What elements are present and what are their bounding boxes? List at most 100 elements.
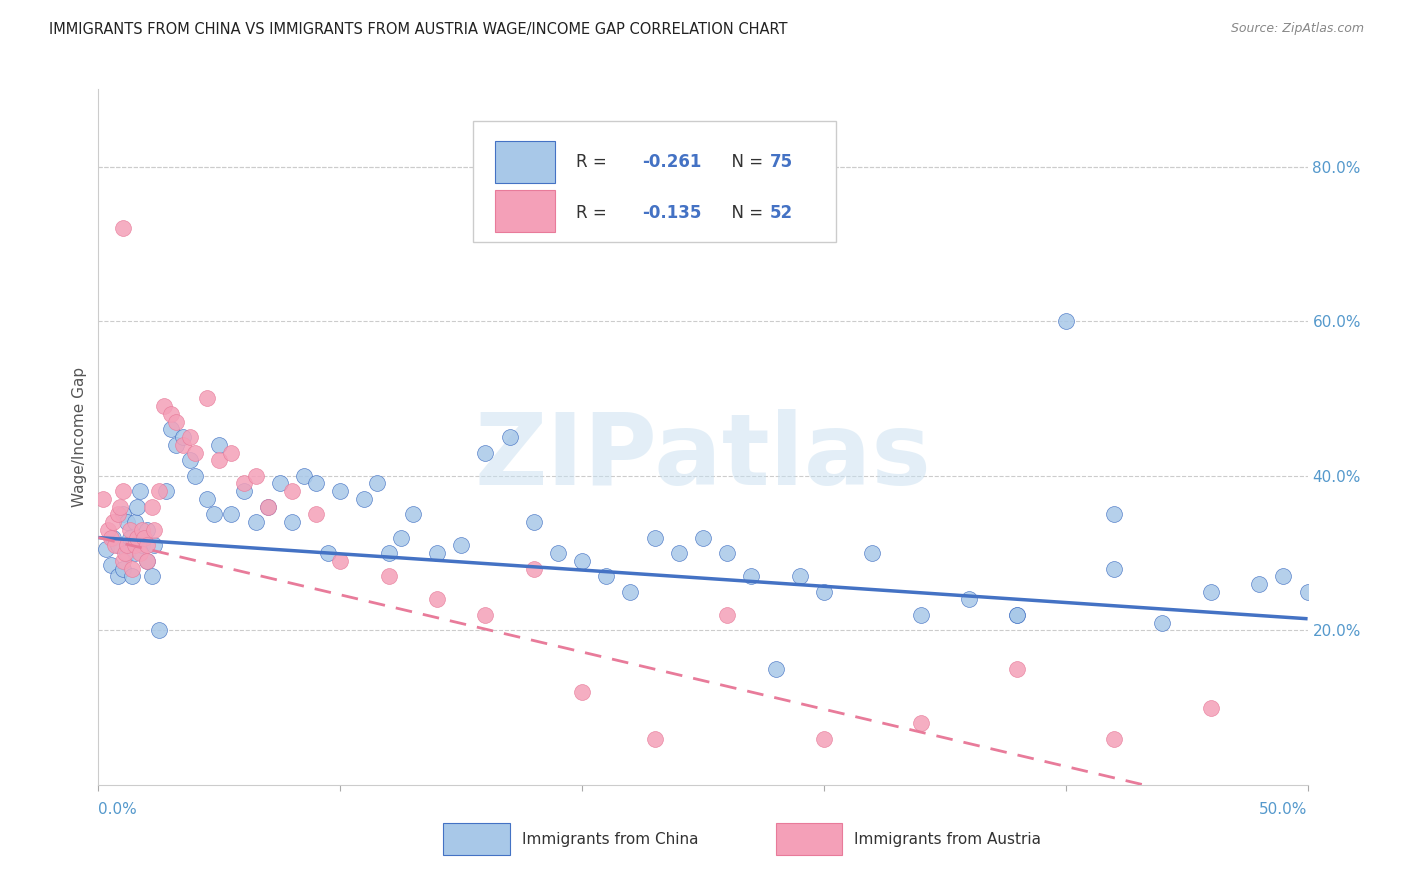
Point bbox=[1152, 615, 1174, 630]
Point bbox=[221, 445, 243, 459]
Text: -0.135: -0.135 bbox=[643, 204, 702, 222]
Point bbox=[135, 523, 157, 537]
Point bbox=[1102, 508, 1125, 522]
Point bbox=[179, 430, 201, 444]
Point bbox=[329, 484, 352, 499]
Text: 50.0%: 50.0% bbox=[1260, 803, 1308, 817]
Point bbox=[389, 531, 412, 545]
Point bbox=[1007, 662, 1029, 676]
Point bbox=[316, 546, 339, 560]
Point bbox=[1102, 561, 1125, 575]
Point bbox=[221, 508, 243, 522]
Point bbox=[305, 476, 328, 491]
Point bbox=[377, 569, 399, 583]
Point bbox=[101, 515, 124, 529]
Point bbox=[644, 531, 666, 545]
Point bbox=[450, 538, 472, 552]
Point bbox=[740, 569, 762, 583]
Point bbox=[131, 523, 153, 537]
Text: -0.261: -0.261 bbox=[643, 153, 702, 171]
Point bbox=[160, 422, 183, 436]
Text: N =: N = bbox=[721, 204, 769, 222]
Point bbox=[118, 531, 141, 545]
Point bbox=[813, 731, 835, 746]
Point bbox=[111, 221, 134, 235]
Point bbox=[195, 491, 218, 506]
Point bbox=[474, 607, 496, 622]
Point bbox=[402, 508, 425, 522]
Point bbox=[179, 453, 201, 467]
Point bbox=[101, 531, 124, 545]
Point bbox=[111, 554, 134, 568]
Point bbox=[94, 542, 117, 557]
Point bbox=[619, 584, 641, 599]
Point bbox=[117, 546, 139, 560]
Point bbox=[97, 523, 120, 537]
Point bbox=[1102, 731, 1125, 746]
Y-axis label: Wage/Income Gap: Wage/Income Gap bbox=[72, 367, 87, 508]
Point bbox=[107, 508, 129, 522]
Point bbox=[765, 662, 787, 676]
Point bbox=[148, 624, 170, 638]
Point bbox=[165, 438, 187, 452]
Point bbox=[644, 731, 666, 746]
Point bbox=[426, 546, 449, 560]
FancyBboxPatch shape bbox=[776, 823, 842, 855]
Point bbox=[148, 484, 170, 499]
Point bbox=[107, 538, 129, 552]
Point bbox=[128, 484, 150, 499]
Text: 0.0%: 0.0% bbox=[98, 803, 138, 817]
Point bbox=[107, 569, 129, 583]
Point bbox=[692, 531, 714, 545]
Point bbox=[910, 607, 932, 622]
Point bbox=[571, 685, 593, 699]
Text: ZIPatlas: ZIPatlas bbox=[475, 409, 931, 507]
Point bbox=[111, 561, 134, 575]
Point bbox=[1272, 569, 1295, 583]
Point bbox=[124, 515, 146, 529]
Point bbox=[281, 515, 304, 529]
Point bbox=[813, 584, 835, 599]
Point bbox=[172, 438, 194, 452]
Point bbox=[1054, 314, 1077, 328]
FancyBboxPatch shape bbox=[495, 190, 555, 232]
Point bbox=[118, 523, 141, 537]
Point bbox=[716, 546, 738, 560]
FancyBboxPatch shape bbox=[443, 823, 509, 855]
Point bbox=[121, 569, 143, 583]
Text: Immigrants from China: Immigrants from China bbox=[522, 831, 699, 847]
Point bbox=[135, 538, 157, 552]
Point bbox=[111, 508, 134, 522]
Point bbox=[104, 538, 127, 552]
Point bbox=[571, 554, 593, 568]
Point bbox=[184, 468, 207, 483]
Point bbox=[155, 484, 177, 499]
Point bbox=[131, 538, 153, 552]
Point bbox=[668, 546, 690, 560]
Point bbox=[204, 508, 226, 522]
Point bbox=[165, 415, 187, 429]
Point bbox=[117, 538, 139, 552]
Point bbox=[108, 500, 131, 514]
Point bbox=[208, 438, 231, 452]
Point bbox=[135, 554, 157, 568]
Point bbox=[957, 592, 980, 607]
Point bbox=[910, 716, 932, 731]
Point bbox=[184, 445, 207, 459]
Point bbox=[595, 569, 617, 583]
Point bbox=[789, 569, 811, 583]
Point bbox=[269, 476, 291, 491]
Point bbox=[377, 546, 399, 560]
FancyBboxPatch shape bbox=[474, 120, 837, 243]
Point bbox=[232, 476, 254, 491]
Point bbox=[245, 468, 267, 483]
Point bbox=[152, 399, 174, 413]
Text: N =: N = bbox=[721, 153, 769, 171]
Text: Source: ZipAtlas.com: Source: ZipAtlas.com bbox=[1230, 22, 1364, 36]
Point bbox=[498, 430, 520, 444]
Point bbox=[195, 392, 218, 406]
Point bbox=[305, 508, 328, 522]
Point bbox=[100, 558, 122, 572]
Point bbox=[245, 515, 267, 529]
Point bbox=[860, 546, 883, 560]
